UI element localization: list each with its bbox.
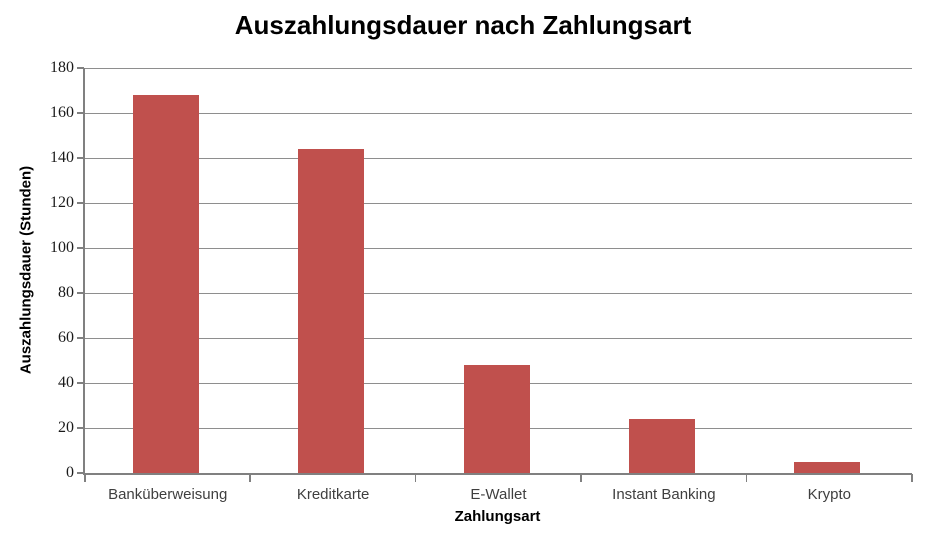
plot-area — [83, 67, 912, 475]
bar — [463, 365, 530, 473]
x-tick-mark — [414, 474, 417, 482]
gridline — [85, 337, 912, 339]
y-tick-mark — [77, 337, 84, 339]
y-tick-mark — [77, 292, 84, 294]
x-category-label: E-Wallet — [470, 486, 527, 503]
y-tick-mark — [77, 382, 84, 384]
y-tick-mark — [77, 157, 84, 159]
y-tick-label: 180 — [50, 59, 74, 76]
y-tick-label: 100 — [50, 239, 74, 256]
chart-title: Auszahlungsdauer nach Zahlungsart — [234, 10, 692, 40]
gridline — [85, 157, 912, 159]
y-tick-mark — [77, 112, 84, 114]
y-tick-mark — [77, 472, 84, 474]
x-category-label: Banküberweisung — [108, 486, 228, 503]
x-tick-mark — [580, 474, 582, 482]
y-tick-label: 160 — [50, 104, 74, 121]
x-tick-mark — [249, 474, 251, 482]
y-tick-label: 40 — [58, 374, 74, 391]
y-tick-mark — [77, 247, 84, 249]
bar — [298, 149, 365, 473]
y-tick-label: 60 — [58, 329, 74, 346]
y-tick-label: 0 — [66, 464, 74, 481]
x-tick-mark — [745, 474, 748, 482]
gridline — [85, 67, 912, 69]
gridline — [85, 202, 912, 204]
bar — [794, 462, 861, 473]
y-tick-mark — [77, 427, 84, 429]
y-tick-mark — [77, 67, 84, 69]
gridline — [85, 247, 912, 249]
x-axis-title: Zahlungsart — [454, 508, 541, 525]
x-tick-mark — [911, 474, 913, 482]
y-tick-label: 140 — [50, 149, 74, 166]
y-tick-label: 20 — [58, 419, 74, 436]
x-category-label: Krypto — [807, 486, 851, 503]
bar — [132, 95, 199, 473]
x-tick-mark — [84, 474, 86, 482]
x-category-label: Kreditkarte — [296, 486, 370, 503]
gridline — [85, 292, 912, 294]
y-tick-label: 80 — [58, 284, 74, 301]
y-tick-mark — [77, 202, 84, 204]
y-tick-label: 120 — [50, 194, 74, 211]
gridline — [85, 112, 912, 114]
bar — [628, 419, 695, 473]
x-category-label: Instant Banking — [612, 486, 716, 503]
